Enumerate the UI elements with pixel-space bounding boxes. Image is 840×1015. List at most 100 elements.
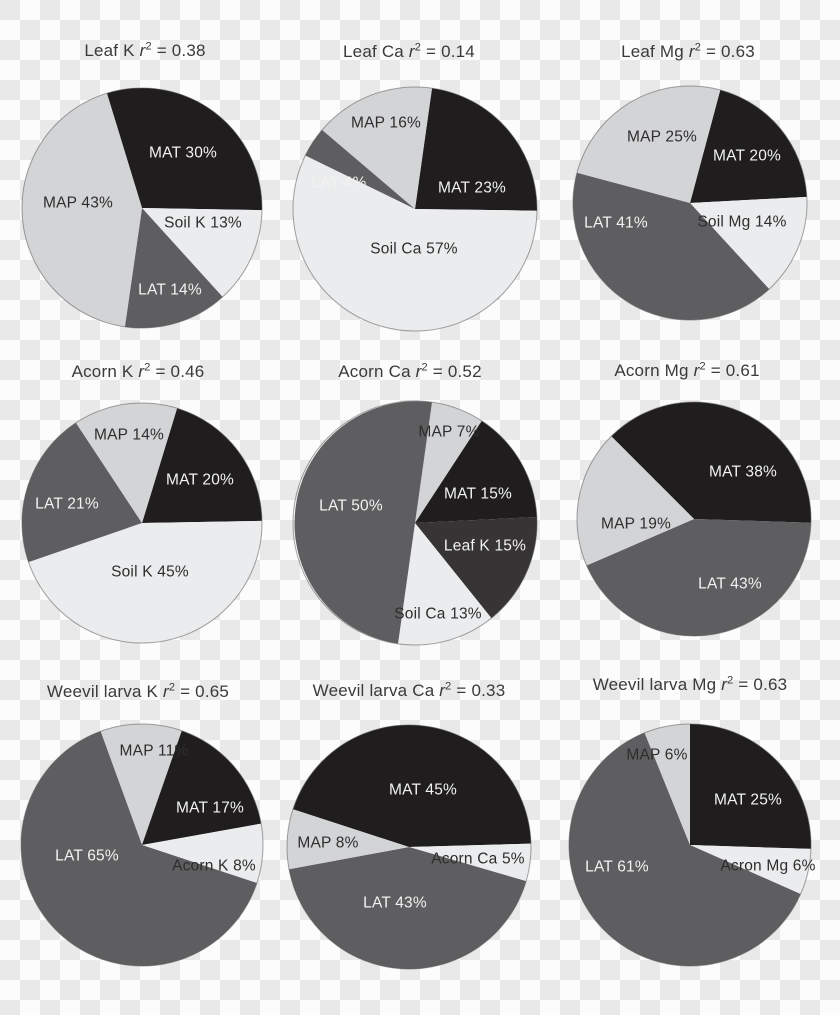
slice-label-map: MAP 16% xyxy=(351,114,421,131)
pie-slice-map xyxy=(415,402,482,523)
slice-label-lat: LAT 4% xyxy=(312,174,367,191)
pie-slice-mat xyxy=(690,90,807,203)
slice-label-map: MAP 11% xyxy=(120,742,189,759)
pie-slice-mat xyxy=(415,88,538,211)
slice-label-lat: LAT 65% xyxy=(55,847,119,864)
pie-slice-soil-mg xyxy=(690,196,807,290)
chart-title-weevil-larva-mg: Weevil larva Mg r2 = 0.63 xyxy=(592,674,788,694)
pie-chart-leaf-k: MAT 30% Soil K 13% LAT 14% MAP 43% xyxy=(21,87,263,329)
pie-slice-soil-ca xyxy=(398,523,492,645)
pie-slice-mat xyxy=(142,408,262,523)
pie-slice-map xyxy=(322,87,432,209)
pie-slice-lat xyxy=(573,172,770,320)
chart-title-weevil-larva-ca: Weevil larva Ca r2 = 0.33 xyxy=(312,680,506,700)
slice-label-acorn-k: Acorn K 8% xyxy=(172,857,256,874)
pie-slice-lat xyxy=(21,731,257,966)
pie-outline xyxy=(21,402,263,644)
pie-slice-soil-ca xyxy=(293,155,537,331)
chart-title-acorn-ca: Acorn Ca r2 = 0.52 xyxy=(338,361,482,381)
slice-label-mat: MAT 30% xyxy=(149,144,217,161)
chart-title-leaf-k: Leaf K r2 = 0.38 xyxy=(84,40,206,60)
pie-outline xyxy=(572,85,808,321)
pie-outline xyxy=(21,87,263,329)
chart-title-leaf-ca: Leaf Ca r2 = 0.14 xyxy=(343,41,475,61)
slice-label-acron-mg: Acron Mg 6% xyxy=(720,857,815,874)
slice-label-map: MAP 25% xyxy=(627,128,697,145)
pie-slice-mat xyxy=(293,724,531,847)
pie-outline xyxy=(286,724,532,970)
pie-chart-weevil-larva-mg: MAT 25% Acron Mg 6% LAT 61% MAP 6% xyxy=(568,723,815,967)
pie-slice-acorn-ca xyxy=(409,843,532,882)
pie-slice-map xyxy=(100,723,182,845)
pie-outline xyxy=(576,401,812,637)
pie-slice-soil-k xyxy=(142,208,262,297)
pie-outline xyxy=(292,86,538,332)
pie-slice-lat xyxy=(289,847,527,970)
pie-slice-mat xyxy=(690,724,811,849)
pie-slice-lat xyxy=(124,208,223,329)
pie-slice-lat xyxy=(305,129,415,209)
slice-label-map: MAP 6% xyxy=(626,746,687,763)
pie-slice-lat xyxy=(294,401,432,644)
slice-label-lat: LAT 21% xyxy=(35,495,99,512)
slice-label-lat: LAT 14% xyxy=(138,281,202,298)
slice-label-map: MAP 8% xyxy=(297,834,358,851)
pie-chart-acorn-mg: MAT 38% LAT 43% MAP 19% xyxy=(576,401,812,637)
slice-label-lat: LAT 41% xyxy=(584,214,648,231)
slice-label-mat: MAT 45% xyxy=(389,781,457,798)
pie-slice-map xyxy=(644,724,690,845)
pie-slice-leaf-k xyxy=(415,517,538,619)
chart-title-leaf-mg: Leaf Mg r2 = 0.63 xyxy=(621,41,755,61)
slice-label-mat: MAT 15% xyxy=(444,485,512,502)
slice-label-mat: MAT 20% xyxy=(713,147,781,164)
pie-chart-acorn-ca: MAP 7% MAT 15% Leaf K 15% Soil Ca 13% LAT 50… xyxy=(292,400,538,646)
slice-label-soil-k: Soil K 13% xyxy=(164,214,242,231)
slice-label-soil-ca: Soil Ca 13% xyxy=(394,605,482,622)
slice-label-map: MAP 7% xyxy=(418,423,479,440)
pie-outline xyxy=(568,723,812,967)
slice-label-acorn-ca: Acorn Ca 5% xyxy=(431,850,525,867)
pie-slice-lat xyxy=(586,519,811,636)
pie-chart-leaf-ca: MAT 23% Soil Ca 57% LAT 4% MAP 16% xyxy=(292,86,538,332)
slice-label-mat: MAT 25% xyxy=(714,791,782,808)
pie-slice-soil-k xyxy=(28,520,263,644)
pie-chart-leaf-mg: MAT 20% Soil Mg 14% LAT 41% MAP 25% xyxy=(572,85,808,321)
pie-slice-mat xyxy=(106,87,263,211)
pie-slice-acorn-k xyxy=(142,823,264,883)
slice-label-map: MAP 19% xyxy=(601,515,671,532)
slice-label-map: MAP 43% xyxy=(43,194,113,211)
pie-slice-map xyxy=(75,402,178,523)
pie-outline xyxy=(292,400,538,646)
chart-title-weevil-larva-k: Weevil larva K r2 = 0.65 xyxy=(46,681,230,701)
pie-slice-lat xyxy=(21,422,143,563)
slice-label-lat: LAT 50% xyxy=(319,497,383,514)
slice-label-mat: MAT 20% xyxy=(166,471,234,488)
slice-label-lat: LAT 61% xyxy=(585,858,649,875)
slice-label-map: MAP 14% xyxy=(94,426,164,443)
chart-title-acorn-k: Acorn K r2 = 0.46 xyxy=(71,361,205,381)
slice-label-soil-ca: Soil Ca 57% xyxy=(370,240,458,257)
pie-outline xyxy=(20,723,264,967)
slice-label-mat: MAT 23% xyxy=(438,179,506,196)
pie-chart-weevil-larva-k: MAP 11% MAT 17% Acorn K 8% LAT 65% xyxy=(20,723,264,967)
pie-slice-map xyxy=(286,809,409,870)
chart-title-acorn-mg: Acorn Mg r2 = 0.61 xyxy=(614,360,760,380)
pie-slice-acron-mg xyxy=(690,845,811,894)
slice-label-soil-k: Soil K 45% xyxy=(111,563,189,580)
slice-label-lat: LAT 43% xyxy=(363,894,427,911)
pie-slice-map xyxy=(21,93,143,327)
slice-label-leaf-k: Leaf K 15% xyxy=(444,537,526,554)
pie-slice-mat xyxy=(415,420,537,523)
slice-label-mat: MAT 38% xyxy=(709,463,777,480)
slice-label-soil-mg: Soil Mg 14% xyxy=(697,213,786,230)
slice-label-lat: LAT 43% xyxy=(698,575,762,592)
pie-slice-mat xyxy=(611,402,811,523)
pie-chart-acorn-k: MAT 20% Soil K 45% LAT 21% MAP 14% xyxy=(21,402,263,644)
pie-chart-weevil-larva-ca: MAT 45% Acorn Ca 5% LAT 43% MAP 8% xyxy=(286,724,532,970)
pie-slice-map xyxy=(576,436,694,566)
slice-label-mat: MAT 17% xyxy=(176,799,244,816)
pie-slice-mat xyxy=(142,730,262,845)
pie-slice-lat xyxy=(568,732,801,966)
